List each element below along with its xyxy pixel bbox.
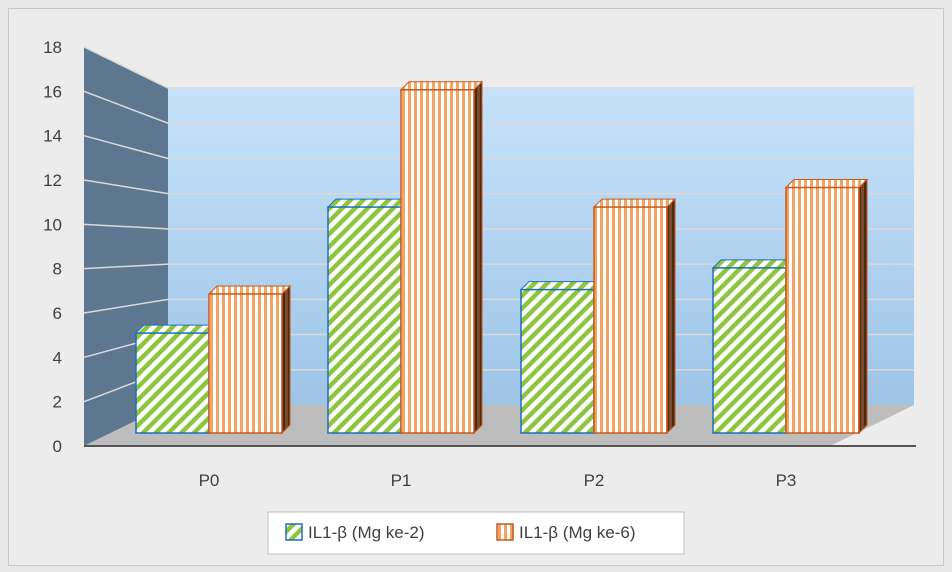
floor [84,405,914,446]
bar-p3-series-1 [711,258,796,435]
legend-item-series-2: IL1-β (Mg ke-6) [496,523,636,542]
bar-top-face [134,324,219,334]
bar-top-face [207,285,292,295]
bar-p1-series-2 [399,80,484,435]
bar-top-face [326,198,411,208]
x-category-label: P1 [391,471,412,490]
grid-line [83,46,914,89]
bar-front-face [785,186,860,434]
y-tick-label: 8 [53,260,62,279]
y-axis-ticks: 0 2 4 6 8 10 12 14 16 18 [43,38,62,456]
legend-swatch-series-1 [285,523,303,541]
bar-side-face [666,197,676,435]
bar-p0-series-1 [134,323,219,435]
bar-top-face [592,198,677,208]
y-tick-label: 16 [43,82,62,101]
bar-side-face [281,284,291,435]
legend-swatch-series-2 [496,523,514,541]
y-tick-label: 14 [43,127,62,146]
bar-front-face [327,206,402,434]
bar-side-face [858,178,868,435]
bar-side-face [473,80,483,435]
y-tick-label: 2 [53,393,62,412]
bar-front-face [593,206,668,434]
bar-p2-series-1 [519,280,604,435]
bar-top-face [784,179,869,189]
bar-front-face [208,293,283,434]
y-tick-label: 0 [53,437,62,456]
bar-p1-series-1 [326,197,411,435]
x-axis-categories: P0 P1 P2 P3 [199,471,797,490]
y-tick-label: 12 [43,171,62,190]
bars [134,80,869,435]
bar-front-face [400,89,475,434]
bar-p2-series-2 [592,197,677,435]
grid-line [83,134,914,160]
y-tick-label: 18 [43,38,62,57]
bar-top-face [711,259,796,269]
bar-top-face [399,81,484,91]
bar-front-face [135,332,210,434]
grid-line [83,179,914,195]
x-category-label: P0 [199,471,220,490]
legend-label-series-2: IL1-β (Mg ke-6) [519,523,636,542]
x-category-label: P2 [584,471,605,490]
legend-label-series-1: IL1-β (Mg ke-2) [308,523,425,542]
legend-box [267,511,685,555]
bar-front-face [712,267,787,434]
bar-top-face [519,281,604,291]
y-tick-label: 6 [53,304,62,323]
bar-p0-series-2 [207,284,292,435]
legend-item-series-1: IL1-β (Mg ke-2) [285,523,425,542]
grid-line [83,90,914,124]
bar-p3-series-2 [784,178,869,435]
y-tick-label: 10 [43,215,62,234]
y-tick-label: 4 [53,348,62,367]
bar-front-face [520,288,595,434]
x-category-label: P3 [776,471,797,490]
